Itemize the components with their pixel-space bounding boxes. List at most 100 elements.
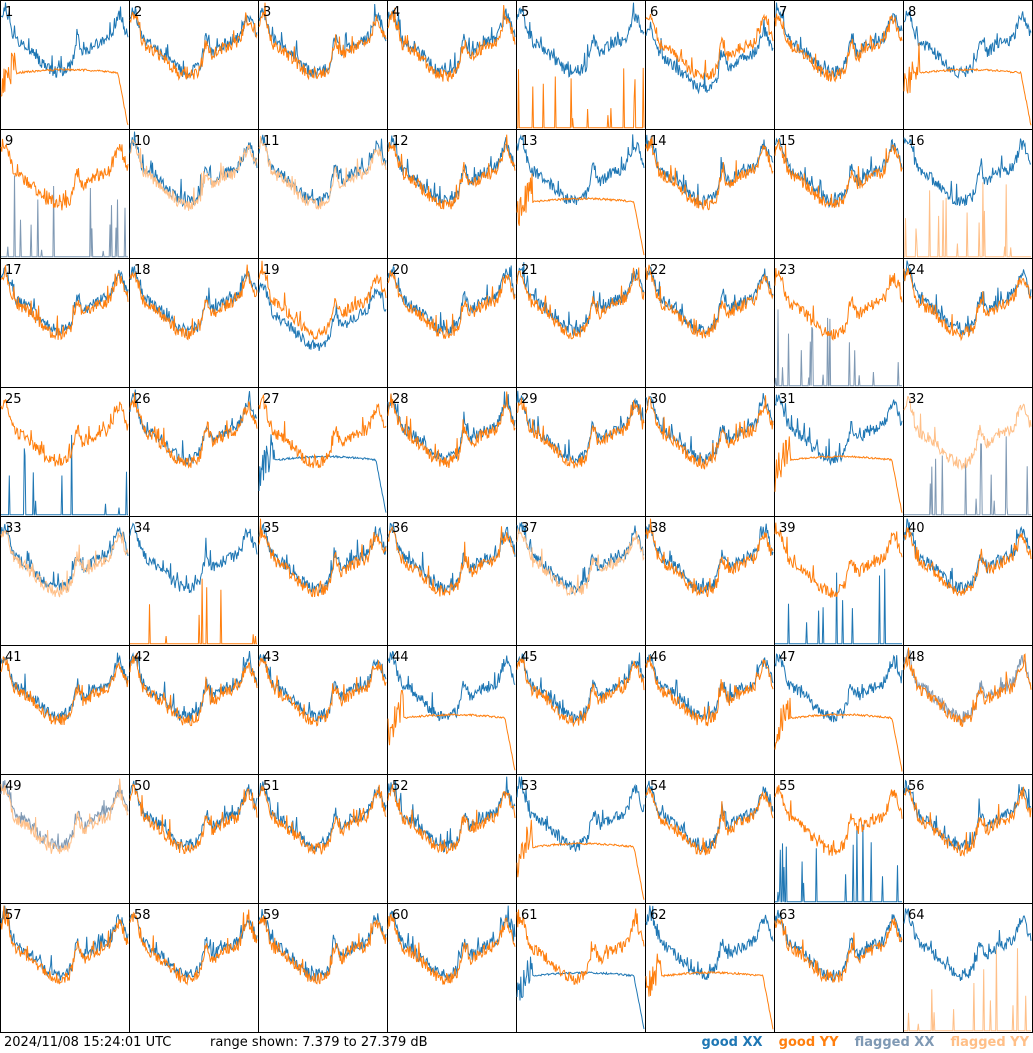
panel-frame [516, 129, 646, 259]
panel-number: 27 [263, 392, 280, 407]
series-xx-line [903, 137, 1031, 206]
panel-number: 17 [5, 263, 22, 278]
panel-number: 16 [908, 134, 925, 149]
panel-number: 5 [521, 5, 529, 20]
panel-frame [903, 903, 1033, 1033]
panel-number: 29 [521, 392, 538, 407]
legend-flagged-yy: flagged YY [950, 1035, 1030, 1050]
series-xx-line [387, 391, 516, 466]
legend-flagged-xx: flagged XX [854, 1035, 935, 1050]
series-yy-line [258, 915, 387, 985]
panel-36: 36 [387, 516, 517, 646]
series-yy-line [903, 42, 1032, 126]
series-xx-line [774, 309, 902, 387]
series-yy-line [129, 783, 258, 855]
series-yy-line [516, 658, 645, 728]
series-yy-line [129, 264, 258, 341]
series-yy-line [903, 267, 1032, 342]
series-yy-line [516, 267, 645, 340]
panel-48: 48 [903, 645, 1033, 775]
panel-frame [645, 129, 775, 259]
panel-frame [129, 387, 259, 517]
panel-frame [774, 903, 904, 1033]
series-xx-line [0, 652, 129, 723]
series-xx-line [516, 2, 645, 78]
panel-frame [0, 774, 130, 904]
panel-number: 41 [5, 650, 22, 665]
panel-8: 8 [903, 0, 1033, 130]
series-yy-line [645, 518, 774, 598]
panel-44: 44 [387, 645, 517, 775]
series-yy-line [258, 394, 387, 469]
series-xx-line [129, 522, 258, 594]
series-yy-line [645, 654, 774, 727]
panel-frame [258, 903, 388, 1033]
series-yy-line [645, 264, 774, 339]
series-yy-line [645, 136, 774, 211]
panel-32: 32 [903, 387, 1033, 517]
panel-7: 7 [774, 0, 904, 130]
series-xx-line [774, 653, 903, 723]
panel-number: 57 [5, 908, 22, 923]
series-yy-line [258, 135, 387, 211]
panel-31: 31 [774, 387, 904, 517]
series-yy-line [774, 436, 903, 513]
series-yy-line [0, 529, 129, 598]
panel-number: 7 [779, 5, 787, 20]
panel-number: 3 [263, 5, 271, 20]
panel-number: 63 [779, 908, 796, 923]
panel-number: 52 [392, 779, 409, 794]
panel-frame [0, 387, 130, 517]
series-yy-line [904, 182, 1031, 258]
series-xx-line [903, 10, 1032, 79]
panel-number: 48 [908, 650, 925, 665]
panel-frame [774, 516, 904, 646]
panel-51: 51 [258, 774, 388, 904]
panel-number: 21 [521, 263, 538, 278]
panel-frame [129, 774, 259, 904]
panel-frame [645, 645, 775, 775]
series-yy-line [516, 528, 645, 597]
panel-13: 13 [516, 129, 646, 259]
panel-28: 28 [387, 387, 517, 517]
series-yy-line [258, 784, 387, 855]
panel-frame [387, 903, 517, 1033]
series-yy-line [774, 13, 903, 83]
panel-45: 45 [516, 645, 646, 775]
series-yy-line [387, 391, 516, 469]
series-xx-line [645, 18, 774, 95]
series-xx-line [775, 568, 902, 645]
series-xx-line [1, 434, 128, 516]
panel-35: 35 [258, 516, 388, 646]
series-yy-line [645, 953, 774, 1030]
panel-34: 34 [129, 516, 259, 646]
series-yy-line [517, 67, 645, 129]
panel-33: 33 [0, 516, 130, 646]
series-yy-line [904, 948, 1031, 1032]
panel-47: 47 [774, 645, 904, 775]
panel-63: 63 [774, 903, 904, 1033]
series-yy-line [774, 917, 903, 983]
footer: 2024/11/08 15:24:01 UTC range shown: 7.3… [0, 1033, 1033, 1053]
panel-24: 24 [903, 258, 1033, 388]
panel-number: 4 [392, 5, 400, 20]
panel-26: 26 [129, 387, 259, 517]
series-yy-line [129, 11, 258, 81]
panel-37: 37 [516, 516, 646, 646]
panel-39: 39 [774, 516, 904, 646]
panel-frame [516, 645, 646, 775]
panel-frame [0, 258, 130, 388]
series-yy-line [516, 908, 645, 985]
panel-number: 39 [779, 521, 796, 536]
panel-10: 10 [129, 129, 259, 259]
panel-number: 45 [521, 650, 538, 665]
series-yy-line [258, 260, 387, 341]
panel-number: 10 [134, 134, 151, 149]
panel-9: 9 [0, 129, 130, 259]
panel-number: 30 [650, 392, 667, 407]
series-xx-line [645, 780, 774, 854]
panel-55: 55 [774, 774, 904, 904]
series-yy-line [0, 656, 129, 726]
panel-number: 26 [134, 392, 151, 407]
panel-frame [0, 0, 130, 130]
